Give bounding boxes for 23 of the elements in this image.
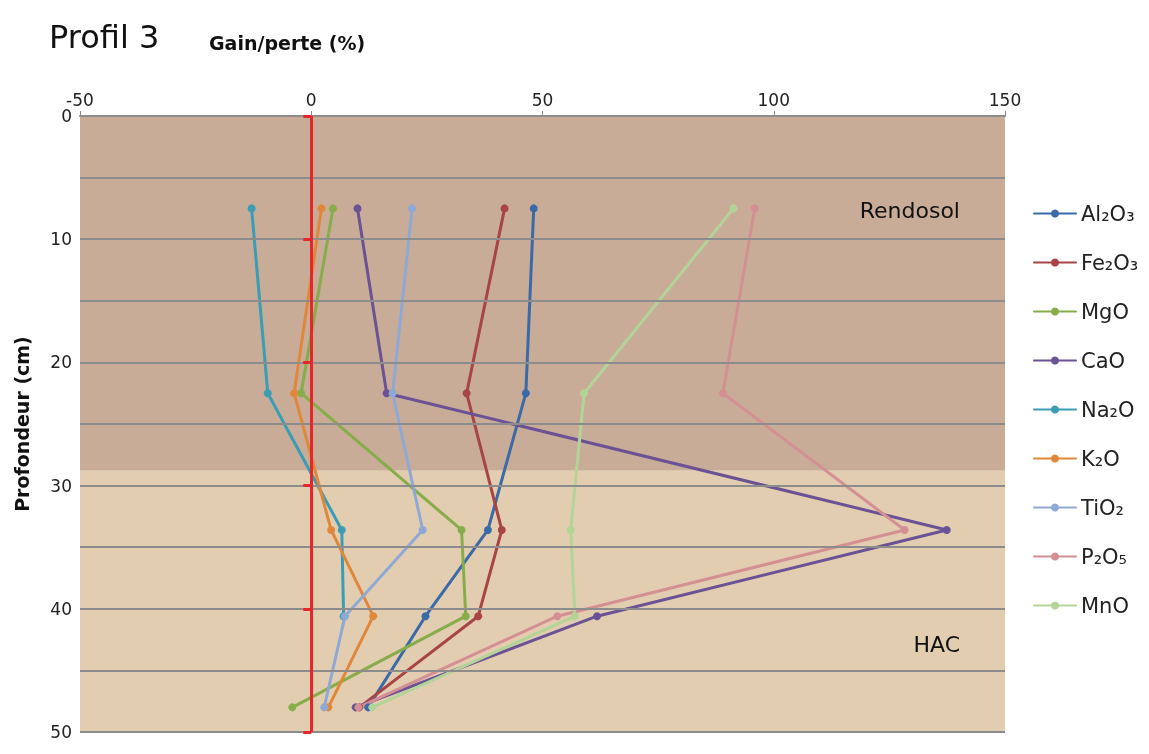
x-tick-label: 50 <box>531 89 554 110</box>
legend-label: Na₂O <box>1081 397 1135 422</box>
band-label: Rendosol <box>859 197 960 223</box>
legend-label: MnO <box>1081 593 1129 618</box>
x-tick-label: 100 <box>757 89 790 110</box>
legend-label: K₂O <box>1081 446 1120 471</box>
legend-label: MgO <box>1081 299 1129 324</box>
legend-label: TiO₂ <box>1080 495 1124 520</box>
y-tick-label: 50 <box>50 722 72 742</box>
legend-label: CaO <box>1081 348 1126 373</box>
chart-title: Profil 3 <box>49 18 160 56</box>
band-label: HAC <box>913 631 960 657</box>
x-tick-label: 0 <box>305 89 317 110</box>
x-axis-title: Gain/perte (%) <box>209 31 366 54</box>
legend-label: P₂O₅ <box>1081 544 1128 569</box>
y-tick-label: 40 <box>50 598 72 619</box>
legend-label: Al₂O₃ <box>1081 201 1135 226</box>
legend-label: Fe₂O₃ <box>1081 250 1139 275</box>
y-tick-label: 30 <box>50 475 72 496</box>
y-axis-title: Profondeur (cm) <box>10 336 33 512</box>
y-tick-label: 10 <box>50 229 72 250</box>
x-tick-label: 150 <box>988 89 1022 110</box>
y-tick-label: 20 <box>50 352 72 373</box>
